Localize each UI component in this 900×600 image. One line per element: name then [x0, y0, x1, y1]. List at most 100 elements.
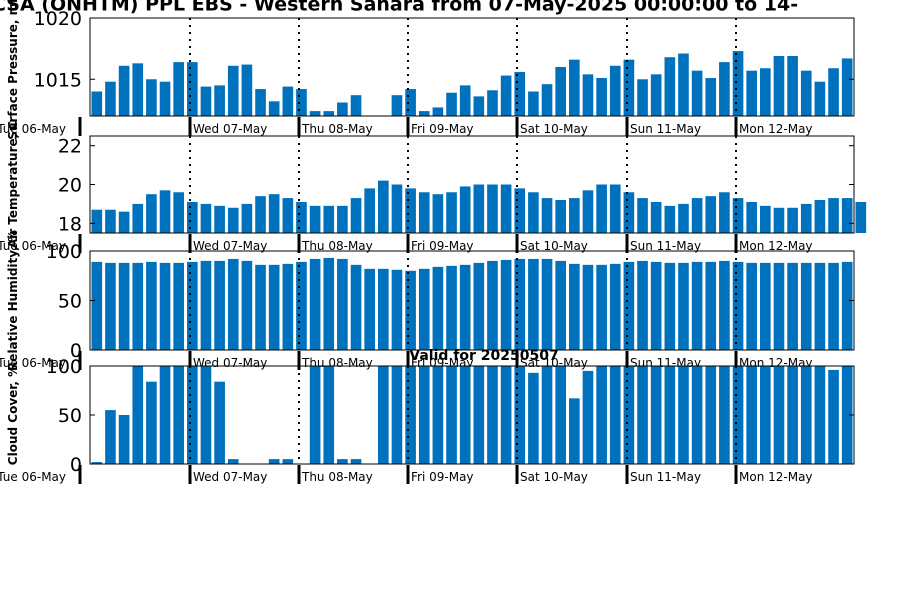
bar-2-21 [378, 268, 389, 350]
bar-0-30 [500, 75, 512, 116]
bar-3-51 [787, 366, 798, 464]
day-tick-3-0 [78, 465, 82, 484]
bar-3-38 [609, 366, 621, 464]
bar-2-43 [678, 262, 689, 350]
bar-2-28 [473, 262, 485, 350]
bar-3-36 [582, 370, 594, 464]
bar-2-19 [350, 264, 362, 350]
bar-2-35 [569, 263, 580, 350]
bar-1-42 [664, 205, 676, 233]
bar-0-45 [705, 78, 717, 116]
bar-3-8 [200, 366, 212, 464]
bar-0-38 [609, 65, 621, 116]
bar-0-37 [596, 78, 607, 116]
bar-0-15 [296, 89, 307, 116]
bar-1-18 [337, 205, 348, 233]
bar-3-52 [800, 366, 812, 464]
day-tick-3-5 [625, 465, 629, 484]
bar-0-24 [418, 111, 430, 116]
bar-2-45 [705, 261, 717, 350]
bar-1-5 [159, 190, 171, 233]
bar-1-37 [596, 184, 607, 233]
bar-1-36 [582, 190, 594, 233]
day-tick-3-6 [734, 465, 738, 484]
bar-0-53 [814, 81, 826, 116]
bar-2-12 [255, 264, 266, 350]
bar-0-12 [255, 89, 266, 116]
bar-1-53 [814, 200, 826, 233]
bar-1-46 [719, 192, 730, 233]
day-tick-1-0 [78, 234, 82, 253]
bar-2-18 [337, 258, 348, 350]
bar-1-4 [146, 194, 157, 233]
day-label-3-5: Sun 11-May [630, 470, 701, 484]
bar-0-8 [200, 86, 212, 116]
day-tick-3-2 [297, 465, 301, 484]
bar-1-25 [432, 194, 444, 233]
day-label-0-1: Wed 07-May [193, 122, 267, 136]
bar-1-33 [541, 198, 553, 233]
ytick-label-1-2: 22 [58, 136, 82, 158]
day-label-0-3: Fri 09-May [411, 122, 474, 136]
bar-1-11 [241, 203, 253, 233]
day-label-0-0: Tue 06-May [0, 122, 66, 136]
bar-0-5 [159, 81, 171, 116]
bar-0-33 [541, 84, 553, 116]
bar-1-17 [323, 205, 335, 233]
bar-2-42 [664, 262, 676, 350]
bar-0-4 [146, 79, 157, 116]
bar-0-43 [678, 53, 689, 116]
ylabel-2: Relative Humidity, % [6, 230, 20, 371]
bar-3-26 [446, 366, 457, 464]
bar-2-46 [719, 260, 730, 350]
plot-frame-0 [89, 17, 855, 117]
bar-3-49 [760, 366, 771, 464]
bar-1-52 [800, 203, 812, 233]
bar-1-7 [187, 201, 198, 233]
bar-1-16 [309, 205, 321, 233]
ytick-label-3-1: 50 [58, 405, 82, 427]
bar-2-38 [609, 263, 621, 350]
bar-1-19 [350, 198, 362, 233]
bar-0-13 [268, 101, 280, 116]
bar-0-16 [309, 111, 321, 116]
bar-2-34 [555, 260, 566, 350]
ytick-label-0-1: 1020 [34, 8, 82, 30]
bar-0-41 [650, 74, 662, 116]
bar-3-44 [691, 366, 703, 464]
bar-1-21 [378, 180, 389, 233]
ytick-label-2-2: 100 [46, 241, 82, 263]
bar-2-41 [650, 261, 662, 350]
bar-2-26 [446, 265, 457, 350]
bar-2-44 [691, 261, 703, 350]
bar-3-28 [473, 366, 485, 464]
bar-2-0 [91, 261, 103, 350]
bar-2-17 [323, 257, 335, 350]
day-tick-1-3 [406, 234, 410, 253]
bar-0-11 [241, 64, 253, 116]
bar-0-26 [446, 92, 457, 116]
day-tick-2-6 [734, 351, 738, 370]
bar-0-7 [187, 62, 198, 116]
day-label-3-1: Wed 07-May [193, 470, 267, 484]
bar-2-24 [418, 268, 430, 350]
bar-3-10 [227, 459, 239, 464]
bar-1-28 [473, 184, 485, 233]
bar-0-0 [91, 91, 103, 116]
bar-3-46 [719, 366, 730, 464]
bar-0-49 [760, 68, 771, 116]
bar-1-22 [391, 184, 403, 233]
bar-1-15 [296, 201, 307, 233]
bar-0-23 [405, 89, 416, 116]
day-label-1-2: Thu 08-May [301, 239, 373, 253]
bar-2-54 [828, 262, 839, 350]
bar-3-34 [555, 366, 566, 464]
bar-0-14 [282, 86, 294, 116]
day-tick-2-2 [297, 351, 301, 370]
bar-2-10 [227, 258, 239, 350]
bar-1-32 [528, 192, 539, 233]
bar-1-44 [691, 198, 703, 233]
bar-2-6 [173, 262, 184, 350]
day-tick-3-1 [188, 465, 192, 484]
bar-1-29 [487, 184, 498, 233]
